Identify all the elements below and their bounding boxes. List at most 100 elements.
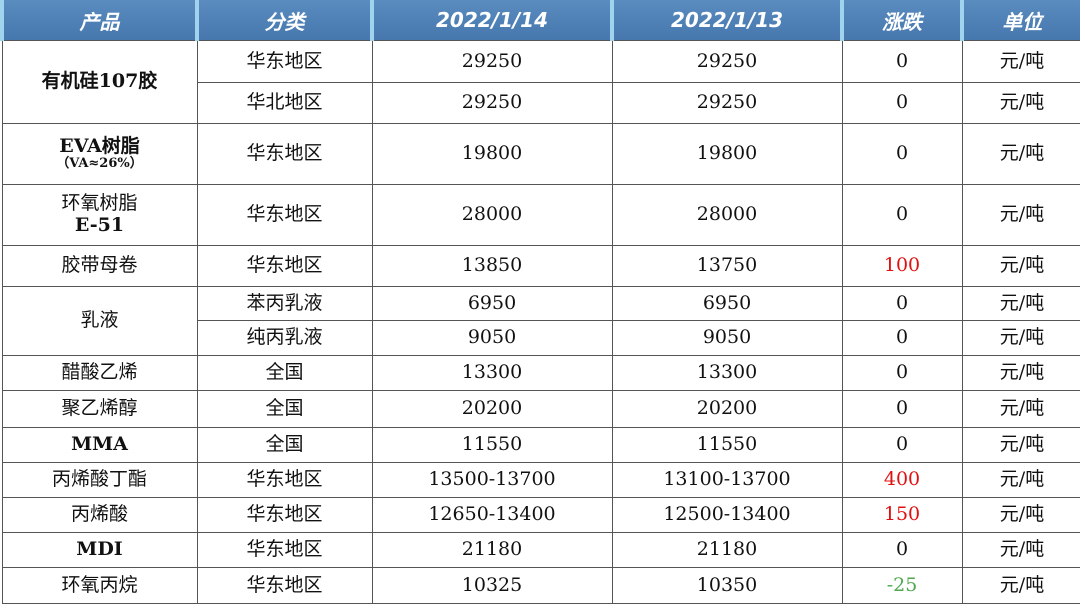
table-row: 环氧树脂 E-51 华东地区 28000 28000 0 元/吨 xyxy=(1,184,1080,246)
price-previous: 11550 xyxy=(611,427,843,463)
product-subtitle: E-51 xyxy=(74,214,125,236)
product-cell: 胶带母卷 xyxy=(1,245,198,287)
product-cell: MDI xyxy=(1,532,198,568)
product-name: 环氧丙烷 xyxy=(61,573,138,596)
unit-cell: 元/吨 xyxy=(961,355,1080,391)
table-row: MMA 全国 11550 11550 0 元/吨 xyxy=(1,427,1080,463)
unit-cell: 元/吨 xyxy=(961,390,1080,428)
change-cell: 0 xyxy=(841,390,963,428)
price-current: 20200 xyxy=(371,390,613,428)
unit-cell: 元/吨 xyxy=(961,462,1080,498)
product-name: MDI xyxy=(76,538,123,561)
unit-cell: 元/吨 xyxy=(961,245,1080,287)
table-row: 丙烯酸 华东地区 12650-13400 12500-13400 150 元/吨 xyxy=(1,497,1080,533)
price-previous: 20200 xyxy=(611,390,843,428)
header-change: 涨跌 xyxy=(840,0,964,41)
price-current: 9050 xyxy=(371,320,613,356)
price-previous: 10350 xyxy=(611,567,843,604)
unit-cell: 元/吨 xyxy=(961,320,1080,356)
product-cell: 环氧丙烷 xyxy=(1,567,198,604)
price-current: 29250 xyxy=(371,82,613,124)
table-row: EVA树脂 （VA≈26%） 华东地区 19800 19800 0 元/吨 xyxy=(1,123,1080,185)
header-category: 分类 xyxy=(195,0,374,41)
change-cell: 100 xyxy=(841,245,963,287)
category-cell: 全国 xyxy=(196,427,373,463)
header-date-1: 2022/1/14 xyxy=(370,0,614,41)
change-cell: 0 xyxy=(841,355,963,391)
price-previous: 12500-13400 xyxy=(611,497,843,533)
price-current: 6950 xyxy=(371,286,613,321)
category-cell: 华东地区 xyxy=(196,567,373,604)
product-name: 丙烯酸 xyxy=(70,503,128,526)
product-cell: 乳液 xyxy=(1,286,198,356)
product-cell: MMA xyxy=(1,427,198,463)
table-row: 有机硅107胶 华东地区 29250 29250 0 元/吨 xyxy=(1,40,1080,124)
unit-cell: 元/吨 xyxy=(961,427,1080,463)
category-cell: 全国 xyxy=(196,355,373,391)
price-current: 28000 xyxy=(371,184,613,246)
product-cell: 聚乙烯醇 xyxy=(1,390,198,428)
product-cell: 丙烯酸丁酯 xyxy=(1,462,198,498)
change-cell: 0 xyxy=(841,184,963,246)
price-previous: 9050 xyxy=(611,320,843,356)
price-current: 13500-13700 xyxy=(371,462,613,498)
price-previous: 28000 xyxy=(611,184,843,246)
unit-cell: 元/吨 xyxy=(961,286,1080,321)
category-cell: 华北地区 xyxy=(196,82,373,124)
price-previous: 19800 xyxy=(611,123,843,185)
unit-cell: 元/吨 xyxy=(961,82,1080,124)
table-row: 丙烯酸丁酯 华东地区 13500-13700 13100-13700 400 元/吨 xyxy=(1,462,1080,498)
product-cell: 丙烯酸 xyxy=(1,497,198,533)
unit-cell: 元/吨 xyxy=(961,184,1080,246)
header-product: 产品 xyxy=(0,0,199,41)
product-name: MMA xyxy=(71,433,128,456)
price-current: 10325 xyxy=(371,567,613,604)
category-cell: 华东地区 xyxy=(196,40,373,83)
change-cell: 0 xyxy=(841,286,963,321)
product-cell: 环氧树脂 E-51 xyxy=(1,184,198,246)
product-name: 有机硅107胶 xyxy=(41,70,158,93)
price-previous: 13100-13700 xyxy=(611,462,843,498)
table-row: MDI 华东地区 21180 21180 0 元/吨 xyxy=(1,532,1080,568)
category-cell: 华东地区 xyxy=(196,184,373,246)
product-name: EVA树脂 xyxy=(59,134,140,157)
unit-cell: 元/吨 xyxy=(961,123,1080,185)
category-cell: 全国 xyxy=(196,390,373,428)
price-previous: 29250 xyxy=(611,40,843,83)
header-row: 产品 分类 2022/1/14 2022/1/13 涨跌 单位 xyxy=(0,0,1080,41)
table-row: 纯丙乳液 9050 9050 0 元/吨 xyxy=(2,320,1080,356)
product-name: 乳液 xyxy=(80,309,119,332)
price-current: 13300 xyxy=(371,355,613,391)
price-previous: 21180 xyxy=(611,532,843,568)
price-previous: 6950 xyxy=(611,286,843,321)
category-cell: 华东地区 xyxy=(196,462,373,498)
price-current: 21180 xyxy=(371,532,613,568)
change-cell: 0 xyxy=(841,40,963,83)
change-cell: 0 xyxy=(841,320,963,356)
unit-cell: 元/吨 xyxy=(961,497,1080,533)
change-cell: 0 xyxy=(841,427,963,463)
change-cell: 400 xyxy=(841,462,963,498)
unit-cell: 元/吨 xyxy=(961,40,1080,83)
category-cell: 华东地区 xyxy=(196,245,373,287)
price-current: 12650-13400 xyxy=(371,497,613,533)
price-current: 29250 xyxy=(371,40,613,83)
product-cell: 醋酸乙烯 xyxy=(1,355,198,391)
product-name: 胶带母卷 xyxy=(61,254,138,277)
price-previous: 29250 xyxy=(611,82,843,124)
header-unit: 单位 xyxy=(960,0,1080,41)
product-name: 醋酸乙烯 xyxy=(61,361,138,384)
category-cell: 纯丙乳液 xyxy=(196,320,373,356)
price-previous: 13750 xyxy=(611,245,843,287)
unit-cell: 元/吨 xyxy=(961,532,1080,568)
table-row: 胶带母卷 华东地区 13850 13750 100 元/吨 xyxy=(1,245,1080,287)
price-current: 11550 xyxy=(371,427,613,463)
unit-cell: 元/吨 xyxy=(961,567,1080,604)
table-row: 华北地区 29250 29250 0 元/吨 xyxy=(2,82,1080,124)
change-cell: 0 xyxy=(841,532,963,568)
product-cell: EVA树脂 （VA≈26%） xyxy=(1,123,198,185)
header-date-2: 2022/1/13 xyxy=(610,0,844,41)
table-row: 乳液 苯丙乳液 6950 6950 0 元/吨 xyxy=(1,286,1080,356)
change-cell: 150 xyxy=(841,497,963,533)
